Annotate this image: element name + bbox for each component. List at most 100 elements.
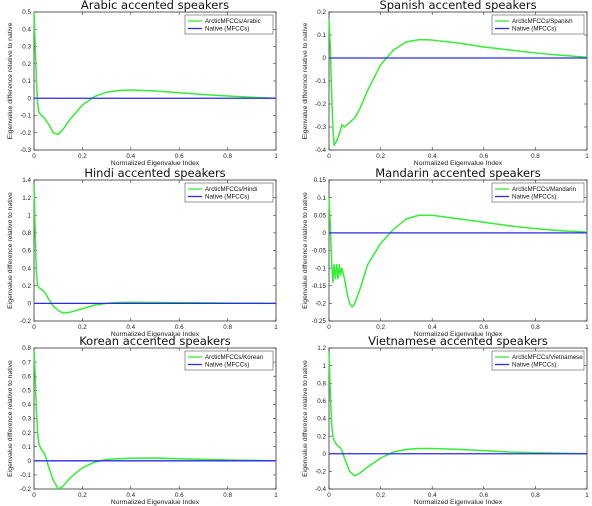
y-tick-label: 0.2: [317, 433, 326, 440]
chart-panel-5: 0 0.2 0.4 0.6 0.8 1 -0.2 -0.1 0 0.1 0.2 0.3 0.4 0.5 0.…: [7, 334, 278, 506]
y-tick-label: 1.4: [22, 177, 31, 184]
y-tick-label: 0.3: [22, 44, 31, 51]
y-tick-label: 0.8: [317, 380, 326, 387]
x-tick-label: 0.4: [428, 324, 437, 331]
y-tick-label: 0.4: [22, 26, 31, 33]
y-tick-label: 0.1: [317, 195, 326, 202]
y-tick-label: 0.15: [314, 177, 327, 184]
y-axis-label: Eigenvalue difference relative to native: [302, 360, 309, 477]
x-tick-label: 0.2: [376, 153, 385, 160]
y-tick-label: 0.5: [22, 9, 31, 16]
y-tick-label: -0.1: [20, 113, 31, 120]
y-tick-label: 0.6: [22, 373, 31, 380]
x-tick-label: 0.2: [78, 324, 87, 331]
x-tick-label: 0.6: [175, 492, 184, 499]
x-tick-label: 0.2: [376, 324, 385, 331]
series-line-accented: [33, 11, 277, 136]
x-tick-label: 0.6: [175, 324, 184, 331]
y-tick-label: -0.05: [312, 248, 327, 255]
x-tick-label: 0.2: [78, 492, 87, 499]
x-axis-label: Normalized Eigenvalue Index: [414, 499, 503, 506]
plot-area: [328, 179, 588, 322]
legend-box: [491, 182, 585, 203]
chart-panel-3: 0 0.2 0.4 0.6 0.8 1-0.200.20.40.60.811.21.4Ar…: [7, 166, 278, 338]
x-axis-label: Normalized Eigenvalue Index: [414, 331, 503, 338]
x-tick-label: 1: [274, 492, 278, 499]
x-tick-label: 0.4: [126, 324, 135, 331]
x-tick-label: 0.2: [78, 153, 87, 160]
y-tick-label: 0.1: [317, 32, 326, 39]
y-tick-label: 0.5: [22, 388, 31, 395]
y-tick-label: -0.2: [315, 301, 326, 308]
y-tick-label: 0: [322, 55, 326, 62]
legend-entry: Native (MFCCs): [205, 362, 249, 369]
y-tick-label: 0: [27, 301, 31, 308]
legend-entry: Native (MFCCs): [205, 26, 249, 33]
y-tick-label: -0.2: [315, 101, 326, 108]
y-axis-label: Eigenvalue difference relative to native: [7, 192, 14, 309]
x-tick-label: 0.2: [376, 492, 385, 499]
x-tick-label: 0: [32, 324, 36, 331]
y-tick-label: -0.4: [315, 147, 326, 154]
x-tick-label: 0.8: [531, 324, 540, 331]
legend-entry: ArcticMFCCs/Hindi: [205, 186, 257, 193]
legend-entry: ArcticMFCCs/Spanish: [512, 18, 573, 25]
y-tick-label: 0.4: [22, 265, 31, 272]
x-tick-label: 0.4: [428, 492, 437, 499]
y-tick-label: 1: [322, 363, 326, 370]
y-tick-label: 0.6: [317, 398, 326, 405]
legend-entry: ArcticMFCCs/Vietnamese: [512, 354, 583, 361]
y-tick-label: -0.2: [315, 469, 326, 476]
x-axis-label: Normalized Eigenvalue Index: [111, 331, 200, 338]
chart-panel-1: 0 0.2 0.4 0.6 0.8 1 -0.3 -0.2 -0.1 0 0.1 0.2 0.3 0.4 0…: [7, 0, 278, 167]
y-tick-label: -0.25: [312, 318, 327, 325]
y-tick-label: 0.2: [317, 9, 326, 16]
y-tick-label: 0.05: [314, 212, 327, 219]
y-tick-label: -0.2: [20, 318, 31, 325]
plot-area: [33, 11, 277, 151]
y-tick-label: -0.3: [20, 147, 31, 154]
y-tick-label: 0: [27, 95, 31, 102]
chart-title: Vietnamese accented speakers: [368, 334, 548, 348]
chart-title: Korean accented speakers: [79, 334, 231, 348]
legend-box: [184, 14, 274, 35]
legend-entry: Native (MFCCs): [512, 26, 556, 33]
legend-box: [491, 14, 585, 35]
y-tick-label: 0.3: [22, 416, 31, 423]
series-line-accented: [33, 350, 277, 490]
x-tick-label: 0.8: [531, 492, 540, 499]
y-tick-label: 1.2: [22, 195, 31, 202]
series-line-accented: [328, 197, 588, 308]
legend-box: [184, 350, 274, 371]
y-tick-label: 1.2: [317, 345, 326, 352]
y-tick-label: 0.6: [22, 248, 31, 255]
plot-area: [33, 179, 277, 322]
y-tick-label: 0.1: [22, 444, 31, 451]
chart-title: Spanish accented speakers: [379, 0, 536, 12]
chart-title: Mandarin accented speakers: [375, 166, 541, 180]
legend-entry: ArcticMFCCs/Korean: [205, 354, 264, 361]
x-tick-label: 0: [327, 492, 331, 499]
x-tick-label: 0: [327, 153, 331, 160]
y-tick-label: -0.3: [315, 124, 326, 131]
x-tick-label: 0.8: [223, 153, 232, 160]
x-tick-label: 0.4: [126, 153, 135, 160]
x-tick-label: 0.4: [428, 153, 437, 160]
legend-box: [491, 350, 585, 371]
x-tick-label: 0: [32, 492, 36, 499]
x-tick-label: 0.4: [126, 492, 135, 499]
y-tick-label: -0.2: [20, 130, 31, 137]
y-tick-label: 0.7: [22, 359, 31, 366]
x-axis-label: Normalized Eigenvalue Index: [111, 499, 200, 506]
y-tick-label: 0.8: [22, 230, 31, 237]
chart-title: Hindi accented speakers: [84, 166, 225, 180]
y-axis-label: Eigenvalue difference relative to native: [302, 192, 309, 309]
plot-area: [33, 347, 277, 490]
y-tick-label: 1: [27, 212, 31, 219]
y-tick-label: 0: [322, 451, 326, 458]
